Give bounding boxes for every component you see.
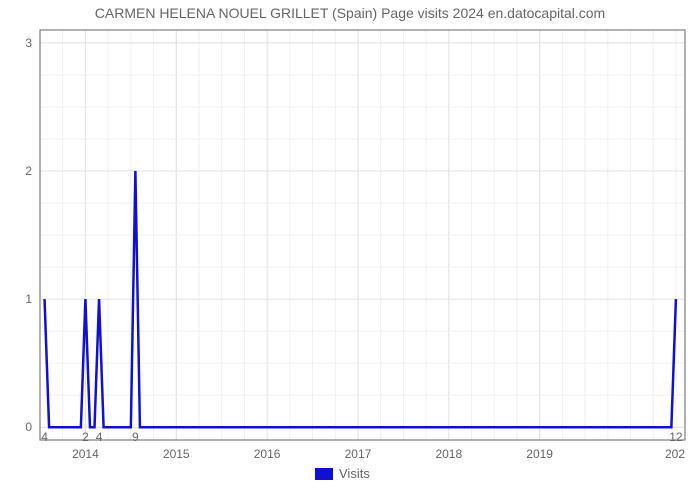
- y-tick-label: 2: [25, 164, 32, 178]
- data-point-label: 4: [96, 430, 103, 444]
- legend-swatch: [315, 468, 333, 480]
- y-tick-label: 0: [25, 420, 32, 434]
- data-point-label: 12: [669, 430, 683, 444]
- y-tick-label: 3: [25, 36, 32, 50]
- data-point-label: 9: [132, 430, 139, 444]
- y-tick-label: 1: [25, 292, 32, 306]
- x-tick-label: 2019: [526, 447, 553, 461]
- x-tick-label: 2016: [254, 447, 281, 461]
- data-point-label: 2: [82, 430, 89, 444]
- line-chart: CARMEN HELENA NOUEL GRILLET (Spain) Page…: [0, 0, 700, 500]
- chart-container: CARMEN HELENA NOUEL GRILLET (Spain) Page…: [0, 0, 700, 500]
- x-tick-label: 2015: [163, 447, 190, 461]
- x-tick-label: 2014: [72, 447, 99, 461]
- x-tick-label: 2018: [435, 447, 462, 461]
- chart-title: CARMEN HELENA NOUEL GRILLET (Spain) Page…: [95, 5, 605, 21]
- data-point-label: 4: [41, 430, 48, 444]
- legend-label: Visits: [339, 466, 370, 481]
- x-tick-label: 2017: [345, 447, 372, 461]
- x-tick-label-end: 202: [665, 447, 685, 461]
